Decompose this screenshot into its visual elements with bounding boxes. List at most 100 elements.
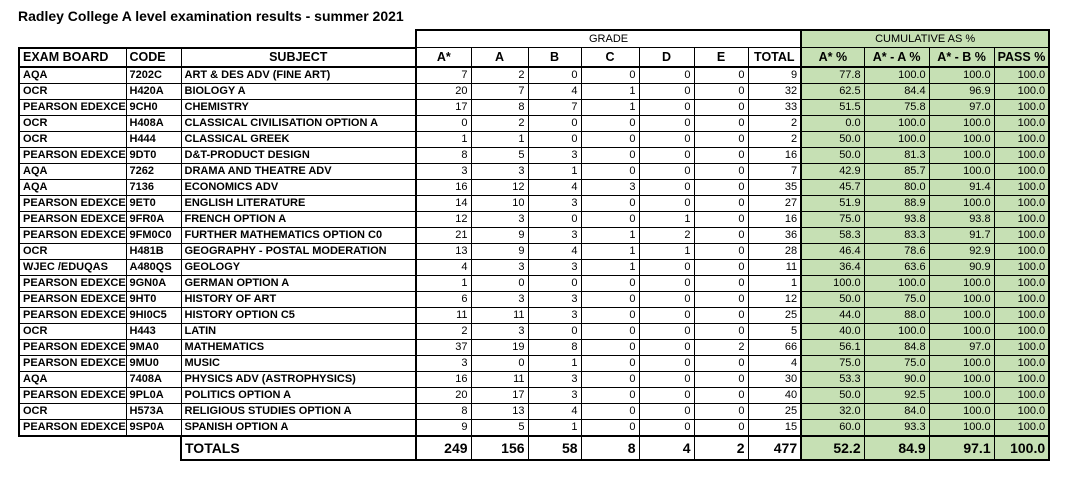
cell-total: 12 [747,290,802,308]
cell-grade: 8 [527,338,582,356]
cell-board: PEARSON EDEXCEL [18,98,127,116]
cell-grade: 0 [580,210,640,228]
cell-grade: 0 [580,274,640,292]
cell-grade: 8 [415,146,472,164]
cell-grade: 1 [638,210,695,228]
cell-grade: 1 [527,418,582,436]
cell-percent: 100.0 [993,322,1051,340]
cell-grade: 0 [693,194,749,212]
cell-grade: 0 [580,194,640,212]
cell-total: 7 [747,162,802,180]
col-header-d: D [638,47,695,68]
cell-grade: 0 [470,354,529,372]
cell-grade: 1 [580,98,640,116]
totals-a-star-b-pct: 97.1 [928,434,995,461]
cell-code: 9SP0A [125,418,182,437]
cell-percent: 100.0 [863,130,930,148]
cell-board: PEARSON EDEXCEL [18,386,127,404]
column-header-row: EXAM BOARD CODE SUBJECT A* A B C D E TOT… [18,46,1051,68]
cell-grade: 0 [580,290,640,308]
cell-grade: 3 [527,194,582,212]
cell-percent: 84.0 [863,402,930,420]
cell-percent: 100.0 [993,242,1051,260]
cell-grade: 1 [580,258,640,276]
cell-percent: 100.0 [993,258,1051,276]
cell-grade: 0 [638,178,695,196]
cell-grade: 0 [638,194,695,212]
cell-percent: 80.0 [863,178,930,196]
cell-percent: 0.0 [800,114,865,132]
cell-subject: D&T-PRODUCT DESIGN [180,146,417,164]
cell-total: 4 [747,354,802,372]
cell-grade: 20 [415,82,472,100]
cell-board: PEARSON EDEXCEL [18,290,127,308]
cell-percent: 100.0 [928,402,995,420]
cell-percent: 42.9 [800,162,865,180]
cell-total: 27 [747,194,802,212]
cell-grade: 8 [415,402,472,420]
col-header-c: C [580,47,640,68]
cell-percent: 81.3 [863,146,930,164]
cell-subject: FURTHER MATHEMATICS OPTION C0 [180,226,417,244]
cell-grade: 11 [470,370,529,388]
cell-percent: 100.0 [928,370,995,388]
cell-total: 15 [747,418,802,436]
cell-percent: 56.1 [800,338,865,356]
cell-grade: 7 [470,82,529,100]
cell-grade: 0 [638,98,695,116]
cell-subject: GERMAN OPTION A [180,274,417,292]
cell-code: 9CH0 [125,98,182,116]
cell-percent: 100.0 [928,146,995,164]
cell-board: PEARSON EDEXCEL [18,338,127,356]
cell-grade: 0 [527,274,582,292]
cell-grade: 3 [470,258,529,276]
cell-grade: 0 [638,146,695,164]
cell-grade: 0 [638,306,695,324]
cell-percent: 84.8 [863,338,930,356]
cell-subject: HISTORY OPTION C5 [180,306,417,324]
table-row: AQA 7262 DRAMA AND THEATRE ADV 3 3 1 0 0 0 7 42.9 8… [18,162,1051,180]
totals-a-star-a-pct: 84.9 [863,434,930,461]
cell-grade: 0 [693,82,749,100]
table-row: OCR H420A BIOLOGY A 20 7 4 1 0 0 32 62.5 84.4 96.9 10… [18,82,1051,100]
cell-percent: 77.8 [800,66,865,84]
cell-total: 30 [747,370,802,388]
cell-percent: 100.0 [993,194,1051,212]
cell-grade: 12 [415,210,472,228]
cell-grade: 0 [693,98,749,116]
cell-grade: 2 [693,338,749,356]
cell-board: PEARSON EDEXCEL [18,274,127,292]
col-header-e: E [693,47,749,68]
cell-code: H408A [125,114,182,132]
cell-percent: 100.0 [928,114,995,132]
cell-grade: 17 [470,386,529,404]
cell-grade: 1 [527,162,582,180]
cell-grade: 3 [527,226,582,244]
cell-subject: CLASSICAL GREEK [180,130,417,148]
cell-grade: 0 [580,306,640,324]
table-row: AQA 7202C ART & DES ADV (FINE ART) 7 2 0 0 0 0 9 7… [18,66,1051,84]
cell-total: 28 [747,242,802,260]
cell-grade: 4 [527,82,582,100]
cell-grade: 0 [693,114,749,132]
cell-subject: CLASSICAL CIVILISATION OPTION A [180,114,417,132]
cell-percent: 100.0 [928,418,995,436]
cell-percent: 90.0 [863,370,930,388]
cell-percent: 93.8 [928,210,995,228]
cell-percent: 96.9 [928,82,995,100]
table-row: PEARSON EDEXCEL 9CH0 CHEMISTRY 17 8 7 1 0 0 33 51.… [18,98,1051,116]
cell-subject: ART & DES ADV (FINE ART) [180,66,417,84]
cell-code: 9FM0C0 [125,226,182,244]
cell-code: 7262 [125,162,182,180]
cell-grade: 3 [415,162,472,180]
cell-subject: ENGLISH LITERATURE [180,194,417,212]
cell-board: PEARSON EDEXCEL [18,210,127,228]
cell-grade: 0 [693,242,749,260]
cell-board: AQA [18,370,127,388]
cell-percent: 100.0 [928,290,995,308]
cell-grade: 0 [638,66,695,84]
cell-grade: 0 [693,130,749,148]
cell-percent: 51.5 [800,98,865,116]
col-header-exam-board: EXAM BOARD [18,46,127,68]
